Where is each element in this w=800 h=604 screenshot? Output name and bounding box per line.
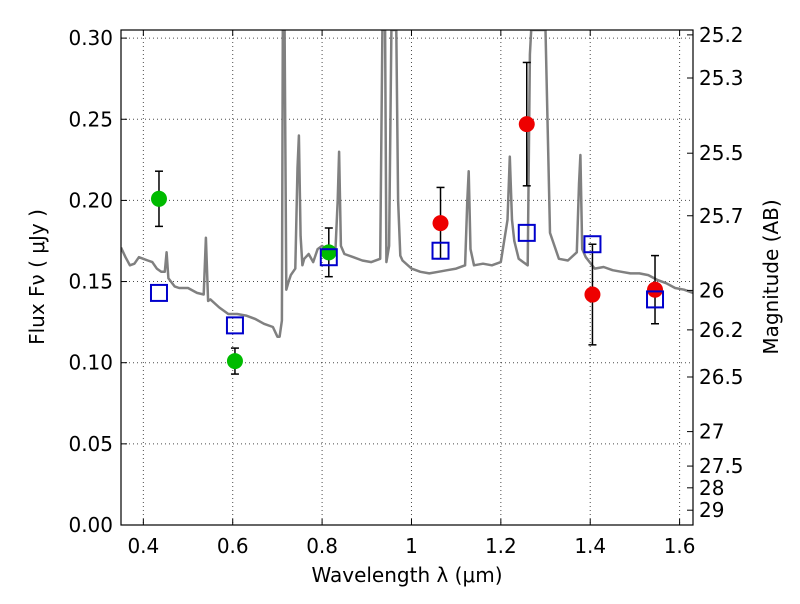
model-point: [646, 290, 665, 309]
y2-axis-label: Magnitude (AB): [759, 199, 783, 354]
x-tick-label: 0.6: [217, 534, 249, 558]
y2-tick-label: 25.5: [699, 141, 744, 165]
data-point: [584, 286, 601, 303]
plot-area: [121, 30, 693, 375]
x-tick-label: 0.8: [306, 534, 338, 558]
model-point: [225, 316, 244, 335]
y2-tick-label: 26.5: [699, 365, 744, 389]
y2-tick-label: 26: [699, 278, 724, 302]
y2-tick-label: 27: [699, 420, 724, 444]
y2-tick-label: 29: [699, 498, 724, 522]
data-point: [518, 116, 535, 133]
model-spectrum-line: [121, 30, 693, 338]
data-point: [150, 190, 167, 207]
y-axis-ticks: 0.00 0.05 0.10 0.15 0.20 0.25 0.30: [68, 26, 127, 537]
x-tick-label: 1.2: [485, 534, 517, 558]
x-tick-label: 0.4: [127, 534, 159, 558]
x-axis-label: Wavelength λ (μm): [311, 563, 502, 587]
y2-tick-label: 25.7: [699, 204, 744, 228]
plot-frame: [120, 29, 694, 526]
data-point: [647, 281, 664, 298]
y-tick-label: 0.25: [68, 107, 113, 131]
y2-tick-label: 26.2: [699, 318, 744, 342]
x-tick-label: 1.4: [574, 534, 606, 558]
model-point: [517, 223, 536, 242]
y-tick-label: 0.15: [68, 270, 113, 294]
y-tick-label: 0.00: [68, 513, 113, 537]
y2-tick-label: 25.3: [699, 66, 744, 90]
model-point: [583, 235, 602, 254]
y-tick-label: 0.10: [68, 351, 113, 375]
y-tick-label: 0.30: [68, 26, 113, 50]
x-tick-label: 1.6: [664, 534, 696, 558]
data-point: [432, 215, 449, 232]
y-tick-label: 0.05: [68, 432, 113, 456]
y2-tick-label: 27.5: [699, 454, 744, 478]
model-point: [149, 283, 168, 302]
data-point: [226, 353, 243, 370]
grid: [121, 30, 693, 525]
x-axis-ticks: 0.4 0.6 0.8 1 1.2 1.4 1.6: [127, 30, 696, 558]
y-tick-label: 0.20: [68, 188, 113, 212]
model-point: [319, 248, 338, 267]
data-point: [320, 244, 337, 261]
y-axis-label: Flux Fν ( μJy ): [25, 209, 49, 345]
x-tick-label: 1: [405, 534, 418, 558]
y2-tick-label: 28: [699, 476, 724, 500]
y2-tick-label: 25.2: [699, 23, 744, 47]
model-point: [431, 241, 450, 260]
